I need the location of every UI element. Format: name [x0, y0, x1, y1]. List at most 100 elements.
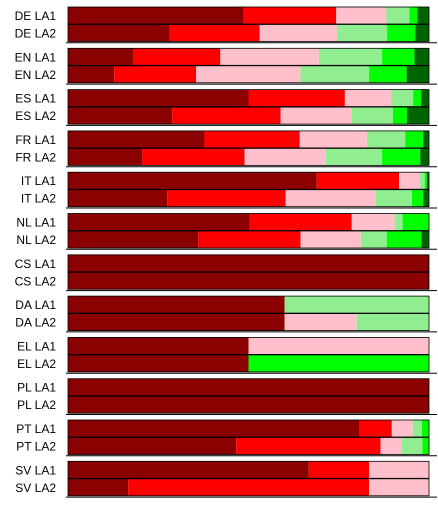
- bar-segment: [248, 354, 429, 372]
- bar-group: FR LA1 FR LA2: [15, 130, 430, 166]
- bar-segment: [249, 213, 352, 231]
- bar-segment: [68, 420, 360, 437]
- bar-outline: [67, 478, 430, 497]
- bar-outline: [67, 130, 430, 149]
- bar-outline: [67, 65, 430, 84]
- bar-segment: [308, 461, 370, 479]
- bar-outline: [67, 419, 430, 438]
- bar-outline: [67, 313, 430, 332]
- bar-outline: [67, 189, 430, 208]
- bar-segment: [426, 172, 429, 190]
- bar-segment: [68, 478, 129, 496]
- bar-outline: [67, 437, 430, 455]
- row-label: PT LA2: [16, 440, 56, 454]
- row-label: SV LA2: [15, 481, 56, 495]
- row-label: NL LA2: [16, 233, 56, 247]
- row-label: EL LA2: [17, 357, 56, 371]
- bar-segment: [114, 65, 197, 83]
- bar-outline: [67, 460, 430, 479]
- bar-segment: [415, 24, 429, 42]
- row-label: DE LA1: [15, 9, 57, 23]
- bar-segment: [423, 189, 429, 207]
- bar-group: NL LA1 NL LA2: [16, 213, 430, 249]
- bar-segment: [284, 313, 357, 331]
- bar-segment: [68, 89, 249, 107]
- bar-segment: [356, 313, 429, 331]
- bar-segment: [391, 89, 414, 107]
- row-label: DA LA2: [15, 316, 56, 330]
- bar-outline: [67, 47, 430, 66]
- bar-segment: [351, 107, 393, 125]
- bar-segment: [243, 7, 337, 24]
- bar-outline: [67, 395, 430, 414]
- bar-segment: [68, 337, 249, 355]
- bar-segment: [142, 148, 245, 166]
- row-label: CS LA1: [15, 257, 57, 271]
- bar-segment: [420, 148, 429, 166]
- bar-segment: [236, 437, 381, 455]
- bar-segment: [392, 107, 407, 125]
- bar-segment: [248, 89, 345, 107]
- bar-segment: [412, 189, 424, 207]
- bar-group: ES LA1 ES LA2: [15, 89, 430, 125]
- bar-segment: [421, 89, 429, 107]
- bar-segment: [196, 65, 301, 83]
- bar-segment: [414, 48, 429, 66]
- bar-outline: [67, 213, 430, 231]
- bar-segment: [220, 48, 319, 66]
- bar-segment: [399, 172, 420, 190]
- bar-segment: [380, 437, 402, 455]
- bar-segment: [344, 89, 392, 107]
- bar-segment: [405, 130, 424, 148]
- bar-segment: [325, 148, 383, 166]
- bar-segment: [336, 7, 387, 24]
- bar-segment: [413, 89, 422, 107]
- bar-outline: [67, 336, 430, 355]
- bar-group: SV LA1 SV LA2: [15, 460, 430, 497]
- row-label: DE LA2: [15, 27, 57, 41]
- bar-segment: [369, 478, 429, 496]
- bar-segment: [244, 148, 326, 166]
- row-label: FR LA2: [15, 150, 56, 164]
- bar-group: EN LA1 EN LA2: [15, 47, 430, 84]
- bar-segment: [422, 437, 429, 455]
- bar-segment: [68, 313, 285, 331]
- bar-segment: [198, 231, 301, 248]
- bar-segment: [68, 213, 250, 231]
- bar-segment: [300, 231, 361, 248]
- bar-segment: [406, 107, 429, 125]
- bar-segment: [68, 48, 133, 66]
- bar-segment: [68, 296, 285, 314]
- row-label: EL LA1: [17, 339, 56, 353]
- bar-segment: [68, 437, 237, 455]
- bar-outline: [67, 354, 430, 373]
- row-label: CS LA2: [15, 274, 57, 288]
- bar-segment: [68, 130, 205, 148]
- row-label: PT LA1: [16, 422, 56, 436]
- bar-outline: [67, 378, 430, 397]
- bar-segment: [391, 420, 413, 437]
- bar-segment: [318, 48, 383, 66]
- row-label: IT LA2: [21, 192, 56, 206]
- bar-segment: [369, 461, 429, 479]
- bar-segment: [424, 172, 427, 190]
- bar-segment: [406, 65, 429, 83]
- bar-segment: [68, 7, 244, 24]
- bar-outline: [67, 271, 430, 290]
- bar-segment: [169, 24, 260, 42]
- row-label: EN LA1: [15, 50, 57, 64]
- bar-segment: [421, 420, 429, 437]
- bar-segment: [299, 130, 367, 148]
- row-label: PL LA2: [17, 398, 56, 412]
- row-label: PL LA1: [17, 381, 56, 395]
- bar-segment: [68, 65, 115, 83]
- bar-group: DA LA1 DA LA2: [15, 295, 430, 332]
- bar-segment: [412, 420, 422, 437]
- bar-segment: [172, 107, 281, 125]
- bar-segment: [68, 354, 249, 372]
- row-label: ES LA1: [15, 92, 56, 106]
- row-label: IT LA1: [21, 174, 56, 188]
- bar-outline: [67, 89, 430, 107]
